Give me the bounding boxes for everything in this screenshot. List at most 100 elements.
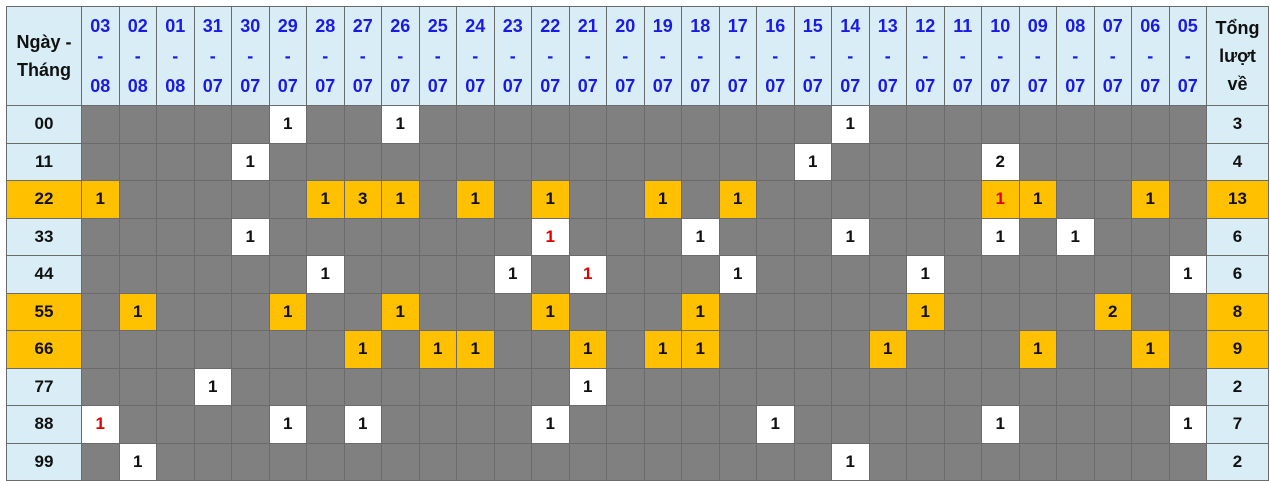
count-cell [343, 105, 382, 144]
separator: - [922, 46, 929, 66]
count-cell [1056, 442, 1095, 481]
date-header-28-07: 28 - 07 [306, 6, 345, 106]
row-total: 9 [1206, 330, 1269, 369]
count-cell: 1 [831, 442, 870, 481]
day: 23 [502, 16, 523, 36]
month: 08 [127, 76, 148, 96]
count-cell [906, 180, 945, 219]
count-cell [231, 367, 270, 406]
row-total: 6 [1206, 255, 1269, 294]
count-cell [81, 105, 120, 144]
month: 07 [840, 76, 861, 96]
count-cell [456, 367, 495, 406]
count-cell [906, 367, 945, 406]
count-cell [943, 405, 982, 444]
count-cell: 1 [1168, 405, 1207, 444]
count-cell: 1 [643, 330, 682, 369]
count-cell [418, 367, 457, 406]
count-cell: 1 [306, 180, 345, 219]
count-cell [193, 180, 232, 219]
month: 07 [1102, 76, 1123, 96]
count-cell [606, 142, 645, 181]
count-cell [81, 217, 120, 256]
count-cell: 1 [268, 292, 307, 331]
day: 05 [1177, 16, 1198, 36]
day: 27 [352, 16, 373, 36]
count-cell [793, 105, 832, 144]
count-cell [493, 142, 532, 181]
count-cell [268, 330, 307, 369]
day: 29 [277, 16, 298, 36]
separator: - [809, 46, 816, 66]
day: 16 [765, 16, 786, 36]
month: 07 [915, 76, 936, 96]
separator: - [397, 46, 404, 66]
count-cell [1131, 255, 1170, 294]
count-cell [643, 405, 682, 444]
count-cell [1056, 255, 1095, 294]
count-cell [231, 405, 270, 444]
day: 20 [615, 16, 636, 36]
count-cell [306, 367, 345, 406]
count-cell [793, 292, 832, 331]
count-cell [1018, 292, 1057, 331]
separator: - [172, 46, 179, 66]
count-cell [1131, 142, 1170, 181]
separator: - [209, 46, 216, 66]
count-cell [493, 405, 532, 444]
date-header-20-07: 20 - 07 [606, 6, 645, 106]
count-cell [456, 142, 495, 181]
row-label: 77 [6, 367, 82, 406]
count-cell [231, 180, 270, 219]
count-cell [381, 405, 420, 444]
count-cell [1056, 105, 1095, 144]
row-label: 88 [6, 405, 82, 444]
count-cell [456, 105, 495, 144]
count-cell [381, 330, 420, 369]
month: 07 [1027, 76, 1048, 96]
count-cell [418, 405, 457, 444]
date-header-01-08: 01 - 08 [156, 6, 195, 106]
table-row-66: 66 1 1 1 1 1 1 1 1 1 9 [6, 330, 1269, 369]
date-header-03-08: 03 - 08 [81, 6, 120, 106]
count-cell [1056, 180, 1095, 219]
count-cell [193, 255, 232, 294]
count-cell [868, 255, 907, 294]
count-cell: 1 [268, 105, 307, 144]
count-cell [381, 217, 420, 256]
day: 25 [427, 16, 448, 36]
count-cell [1056, 367, 1095, 406]
count-cell [1018, 405, 1057, 444]
count-cell: 1 [1018, 330, 1057, 369]
count-cell [756, 180, 795, 219]
count-cell [906, 105, 945, 144]
total-column-header: Tổng lượt về [1206, 6, 1269, 106]
count-cell: 1 [718, 255, 757, 294]
count-cell [1093, 367, 1132, 406]
count-cell [718, 142, 757, 181]
date-header-16-07: 16 - 07 [756, 6, 795, 106]
count-cell [493, 292, 532, 331]
count-cell [493, 105, 532, 144]
month: 07 [315, 76, 336, 96]
month: 07 [390, 76, 411, 96]
date-header-25-07: 25 - 07 [418, 6, 457, 106]
count-cell [156, 442, 195, 481]
count-cell: 1 [81, 405, 120, 444]
count-cell: 1 [1168, 255, 1207, 294]
count-cell: 1 [456, 330, 495, 369]
count-cell [493, 367, 532, 406]
count-cell [718, 330, 757, 369]
count-cell [306, 217, 345, 256]
date-header-11-07: 11 - 07 [943, 6, 982, 106]
row-label: 11 [6, 142, 82, 181]
count-cell [1168, 442, 1207, 481]
count-cell [831, 255, 870, 294]
date-header-09-07: 09 - 07 [1018, 6, 1057, 106]
count-cell: 1 [831, 217, 870, 256]
row-total: 4 [1206, 142, 1269, 181]
count-cell [343, 255, 382, 294]
separator: - [359, 46, 366, 66]
count-cell [231, 330, 270, 369]
row-total: 2 [1206, 442, 1269, 481]
